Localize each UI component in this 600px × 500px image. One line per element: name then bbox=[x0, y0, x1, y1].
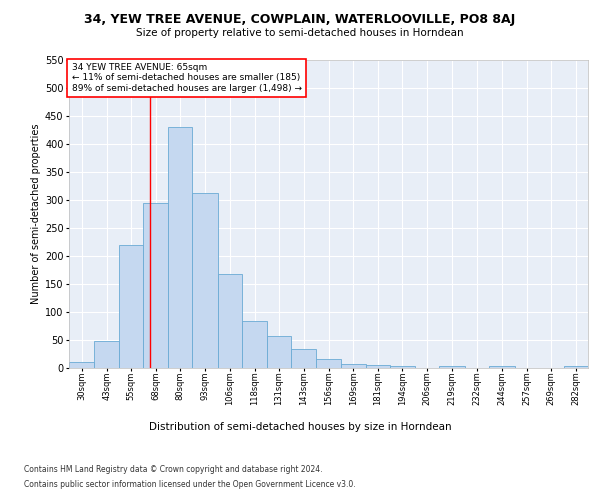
Bar bbox=[94, 340, 119, 367]
Text: 34, YEW TREE AVENUE, COWPLAIN, WATERLOOVILLE, PO8 8AJ: 34, YEW TREE AVENUE, COWPLAIN, WATERLOOV… bbox=[85, 12, 515, 26]
Bar bbox=[143, 202, 168, 368]
Bar bbox=[489, 366, 515, 368]
Bar bbox=[267, 336, 291, 368]
Bar bbox=[168, 127, 193, 368]
Bar bbox=[193, 192, 218, 368]
Text: Contains HM Land Registry data © Crown copyright and database right 2024.: Contains HM Land Registry data © Crown c… bbox=[24, 465, 323, 474]
Text: Size of property relative to semi-detached houses in Horndean: Size of property relative to semi-detach… bbox=[136, 28, 464, 38]
Text: 34 YEW TREE AVENUE: 65sqm
← 11% of semi-detached houses are smaller (185)
89% of: 34 YEW TREE AVENUE: 65sqm ← 11% of semi-… bbox=[71, 63, 302, 93]
Bar bbox=[316, 358, 341, 368]
Text: Distribution of semi-detached houses by size in Horndean: Distribution of semi-detached houses by … bbox=[149, 422, 451, 432]
Bar bbox=[291, 349, 316, 368]
Bar bbox=[563, 366, 588, 368]
Bar bbox=[242, 321, 267, 368]
Bar bbox=[390, 366, 415, 368]
Bar bbox=[366, 366, 390, 368]
Bar bbox=[341, 364, 366, 368]
Text: Contains public sector information licensed under the Open Government Licence v3: Contains public sector information licen… bbox=[24, 480, 356, 489]
Bar bbox=[119, 244, 143, 368]
Bar bbox=[439, 366, 464, 368]
Bar bbox=[69, 362, 94, 368]
Bar bbox=[218, 274, 242, 368]
Y-axis label: Number of semi-detached properties: Number of semi-detached properties bbox=[31, 124, 41, 304]
